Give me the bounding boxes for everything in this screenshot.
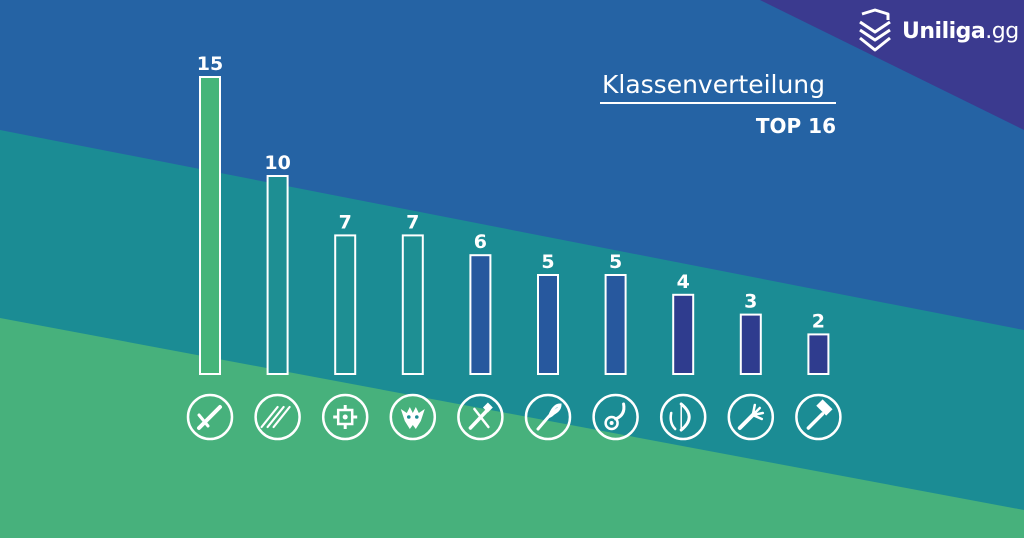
hunter-bow-icon — [659, 393, 707, 441]
class-icons-group — [186, 393, 842, 441]
title-divider — [600, 102, 836, 104]
value-label-1: 15 — [197, 53, 223, 75]
bar-9 — [739, 313, 762, 376]
mage-hand-icon — [727, 393, 775, 441]
value-label-3: 7 — [339, 211, 352, 233]
paladin-icon — [457, 393, 504, 441]
bar-4 — [401, 234, 424, 375]
warlock-hammer-icon — [795, 393, 842, 441]
bar-5 — [469, 254, 492, 375]
warrior-sword-icon — [186, 393, 234, 441]
bar-8 — [672, 293, 695, 375]
shaman-icon — [592, 393, 639, 441]
brand-logo: Uniliga.gg — [856, 8, 1019, 54]
value-label-8: 4 — [677, 271, 690, 293]
bar-3 — [334, 234, 357, 375]
value-label-10: 2 — [812, 310, 825, 332]
value-label-4: 7 — [406, 211, 419, 233]
druid-claw-icon — [254, 393, 301, 441]
bar-6 — [537, 274, 559, 375]
title-block: Klassenverteilung TOP 16 — [600, 70, 836, 138]
value-label-9: 3 — [744, 291, 757, 313]
rogue-shuriken-icon — [321, 393, 369, 441]
bar-1 — [199, 76, 221, 375]
value-label-2: 10 — [264, 152, 290, 174]
bar-2 — [266, 175, 289, 375]
value-labels-group: 15 10 7 7 6 5 5 4 3 2 — [197, 53, 825, 332]
bar-7 — [604, 274, 627, 375]
bars-group — [199, 76, 830, 376]
value-label-6: 5 — [541, 251, 554, 273]
bg-green-band — [0, 318, 1024, 538]
bar-10 — [807, 333, 830, 375]
chart-title: Klassenverteilung — [602, 70, 826, 99]
demon-hunter-icon — [389, 393, 437, 441]
value-label-7: 5 — [609, 251, 622, 273]
priest-icon — [524, 393, 572, 441]
uniliga-shield-icon — [859, 8, 891, 52]
brand-name: Uniliga.gg — [902, 18, 1019, 44]
value-label-5: 6 — [474, 231, 487, 253]
chart-subtitle: TOP 16 — [755, 114, 836, 138]
